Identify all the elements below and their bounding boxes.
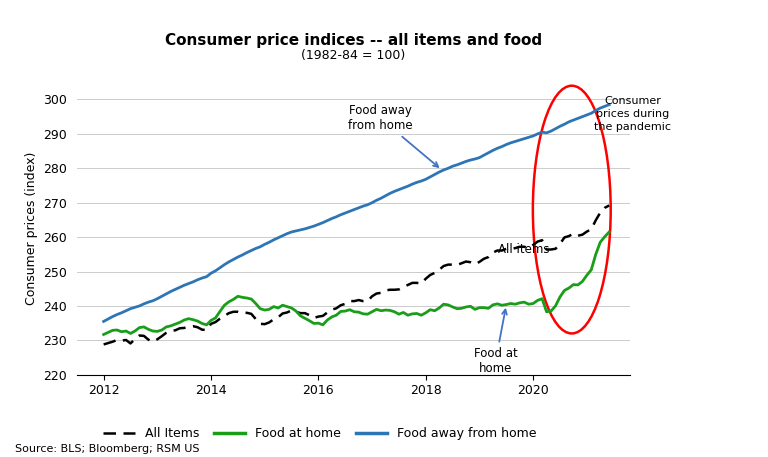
Y-axis label: Consumer prices (index): Consumer prices (index) — [25, 152, 38, 305]
Text: Food away
from home: Food away from home — [348, 104, 439, 167]
Text: Source: BLS; Bloomberg; RSM US: Source: BLS; Bloomberg; RSM US — [15, 444, 200, 454]
Text: (1982-84 = 100): (1982-84 = 100) — [301, 49, 406, 62]
Text: All items: All items — [498, 243, 550, 255]
Text: Consumer price indices -- all items and food: Consumer price indices -- all items and … — [164, 33, 542, 48]
Text: Food at
home: Food at home — [474, 309, 518, 375]
Legend: All Items, Food at home, Food away from home: All Items, Food at home, Food away from … — [98, 422, 542, 445]
Text: Consumer
prices during
the pandemic: Consumer prices during the pandemic — [594, 96, 671, 133]
